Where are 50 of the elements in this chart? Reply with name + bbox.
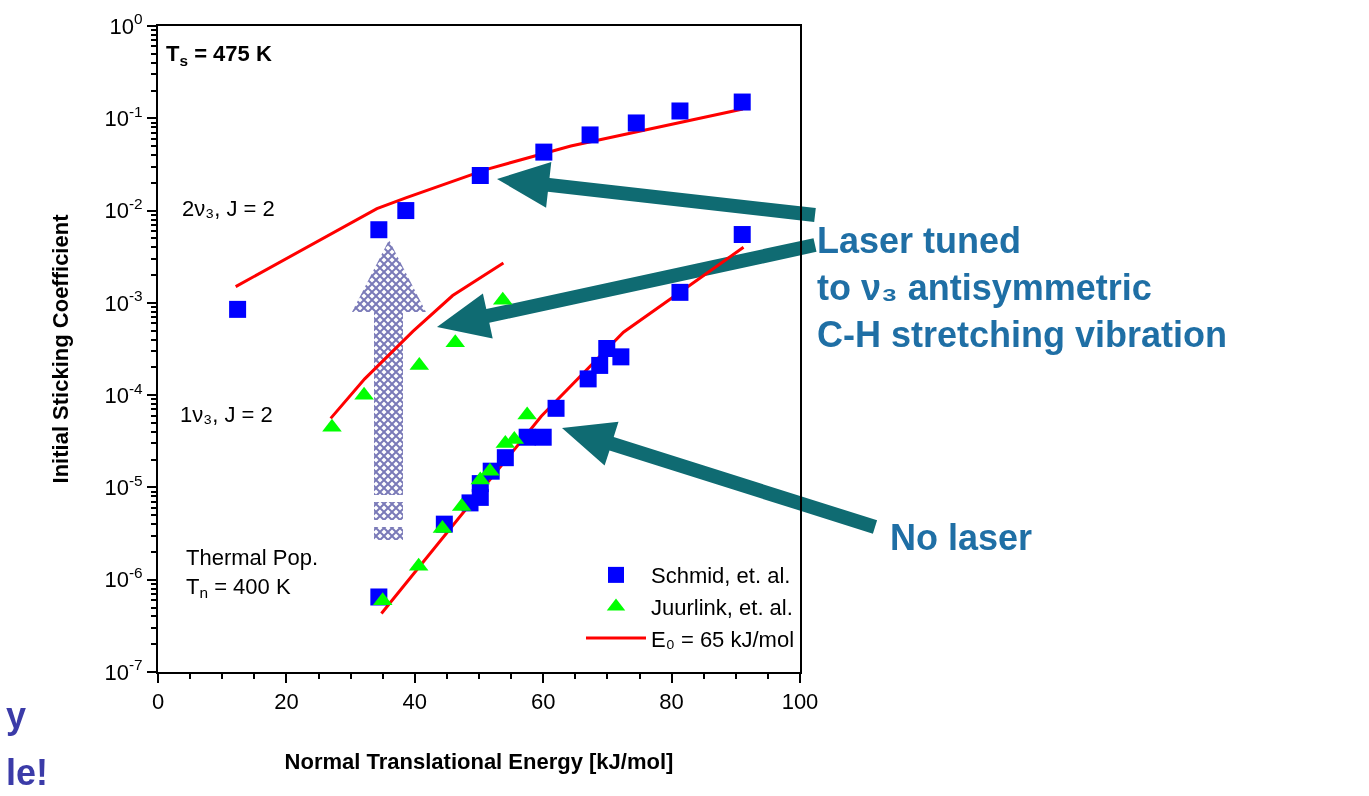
legend-label: E₀ = 65 kJ/mol bbox=[651, 626, 795, 652]
point bbox=[547, 399, 565, 417]
annotation: T$_{s}$ = 475 K bbox=[166, 41, 272, 69]
point bbox=[517, 406, 537, 420]
point bbox=[534, 428, 552, 446]
legend-label: Juurlink, et. al. bbox=[651, 595, 793, 621]
point bbox=[598, 340, 616, 358]
y-axis-title: Initial Sticking Coefficient bbox=[47, 213, 73, 484]
x-tick-label: 60 bbox=[530, 689, 556, 715]
annotation: Thermal Pop. T$_{n}$ = 400 K bbox=[186, 545, 319, 602]
text: No laser bbox=[890, 517, 1033, 558]
point bbox=[535, 143, 553, 161]
x-tick-label: 0 bbox=[151, 689, 165, 715]
point bbox=[370, 221, 388, 239]
y-tick-label: 10$^{-6}$ bbox=[104, 564, 143, 593]
point bbox=[591, 356, 609, 374]
y-tick-label: 10$^{-1}$ bbox=[104, 102, 143, 131]
point bbox=[671, 102, 689, 120]
point bbox=[480, 462, 500, 476]
x-tick-label: 100 bbox=[781, 689, 819, 715]
y-tick-label: 10$^{-4}$ bbox=[104, 379, 144, 408]
text: y bbox=[6, 695, 27, 736]
x-axis-title: Normal Translational Energy [kJ/mol] bbox=[284, 748, 674, 774]
point bbox=[581, 126, 599, 144]
point bbox=[671, 283, 689, 301]
point bbox=[471, 488, 489, 506]
point bbox=[733, 226, 751, 244]
annotation: 1ν₃, J = 2 bbox=[180, 402, 273, 427]
y-tick-label: 10$^{-5}$ bbox=[104, 471, 143, 501]
y-tick-label: 10$^{-3}$ bbox=[104, 287, 143, 316]
text: Laser tuned to ν₃ antisymmetric C-H stretching vibration bbox=[817, 220, 1228, 355]
point bbox=[612, 348, 630, 366]
x-tick-label: 80 bbox=[659, 689, 684, 715]
point bbox=[579, 370, 597, 388]
y-tick-label: 10$^{-7}$ bbox=[104, 656, 143, 685]
point bbox=[496, 449, 514, 467]
text: le! bbox=[6, 752, 49, 793]
point bbox=[322, 418, 342, 432]
point bbox=[471, 166, 489, 184]
y-tick-label: 10$^{-2}$ bbox=[104, 195, 143, 224]
x-tick-label: 20 bbox=[274, 689, 299, 715]
legend-label: Schmid, et. al. bbox=[651, 563, 791, 589]
annotation: 2ν₃, J = 2 bbox=[182, 196, 275, 221]
point bbox=[397, 202, 415, 220]
point bbox=[354, 386, 374, 400]
point bbox=[733, 93, 751, 111]
x-tick-label: 40 bbox=[402, 689, 428, 715]
y-tick-label: 10$^{0}$ bbox=[109, 10, 143, 39]
point bbox=[229, 300, 247, 318]
point bbox=[627, 114, 645, 132]
